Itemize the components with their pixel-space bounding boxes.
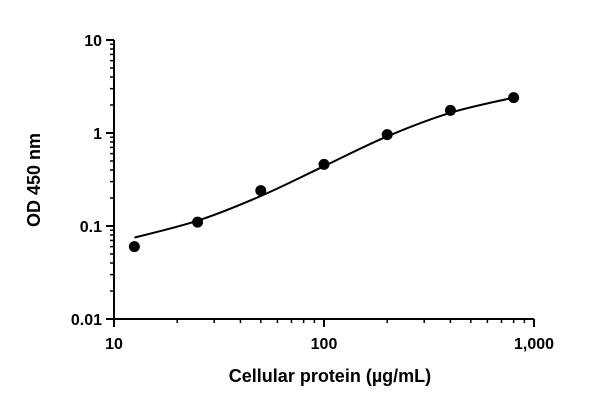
y-tick-label: 10	[84, 33, 102, 50]
x-axis-title: Cellular protein (µg/mL)	[229, 366, 431, 386]
data-point	[318, 158, 330, 170]
y-tick-label: 0.01	[71, 312, 102, 329]
data-point	[192, 216, 204, 228]
x-tick-label: 100	[311, 336, 338, 353]
data-point	[444, 104, 456, 116]
data-point	[128, 241, 140, 253]
data-point	[255, 185, 267, 197]
x-tick-label: 1,000	[514, 336, 554, 353]
data-point	[381, 129, 393, 141]
data-points	[128, 92, 520, 253]
y-tick-label: 0.1	[80, 219, 102, 236]
y-tick-label: 1	[93, 126, 102, 143]
y-axis-title: OD 450 nm	[24, 133, 44, 227]
axes: 0.01 0.1 1 10 10 100 1,000	[71, 33, 554, 353]
data-point	[508, 92, 520, 104]
x-tick-label: 10	[105, 336, 123, 353]
